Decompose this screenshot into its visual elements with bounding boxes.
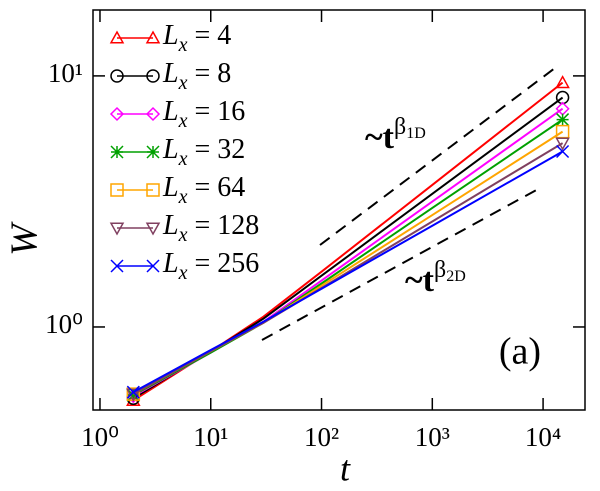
marker [146, 145, 160, 159]
marker [555, 75, 570, 89]
y-tick-label: 10¹ [48, 58, 83, 88]
marker [146, 183, 160, 197]
annotation: ~tβ2D [405, 257, 466, 299]
marker [110, 145, 124, 159]
x-tick-label: 10⁴ [525, 422, 561, 452]
legend-label: Lx = 4 [162, 20, 231, 55]
x-tick-label: 10⁰ [81, 422, 119, 452]
marker [126, 387, 141, 401]
annotation: ~tβ1D [365, 114, 426, 156]
marker [110, 183, 124, 197]
marker [146, 69, 160, 83]
annotation-subscript: 1D [406, 125, 426, 142]
plot-frame [92, 9, 586, 411]
legend-label: Lx = 64 [162, 172, 245, 207]
annotation-base: ~t [365, 119, 395, 156]
marker [109, 106, 125, 122]
legend-label: Lx = 32 [162, 134, 245, 169]
series-line [132, 150, 564, 394]
marker [109, 30, 125, 44]
legend-label: Lx = 128 [162, 210, 259, 245]
panel-label: (a) [499, 331, 541, 373]
marker [145, 222, 161, 236]
marker [126, 385, 140, 399]
x-tick-label: 10¹ [193, 422, 228, 452]
marker [556, 144, 570, 159]
marker [146, 259, 160, 273]
x-tick-label: 10² [304, 422, 339, 452]
annotation-exponent: β [394, 114, 406, 140]
y-axis-title: W [4, 221, 46, 256]
annotation-subscript: 2D [446, 268, 466, 285]
annotation-base: ~t [405, 262, 435, 299]
marker [145, 106, 161, 122]
marker [110, 259, 124, 273]
marker [555, 137, 570, 151]
marker [110, 69, 124, 83]
guide-line [261, 187, 541, 341]
marker [109, 222, 125, 236]
annotation-exponent: β [434, 257, 446, 283]
marker [556, 113, 570, 127]
legend-label: Lx = 16 [162, 96, 245, 131]
x-axis-title: t [340, 448, 351, 488]
marker [145, 30, 161, 44]
guide-line [319, 67, 556, 246]
legend-label: Lx = 8 [162, 58, 231, 93]
y-tick-label: 10⁰ [45, 309, 83, 339]
legend-label: Lx = 256 [162, 248, 259, 283]
x-tick-label: 10³ [415, 422, 450, 452]
marker [126, 388, 140, 402]
